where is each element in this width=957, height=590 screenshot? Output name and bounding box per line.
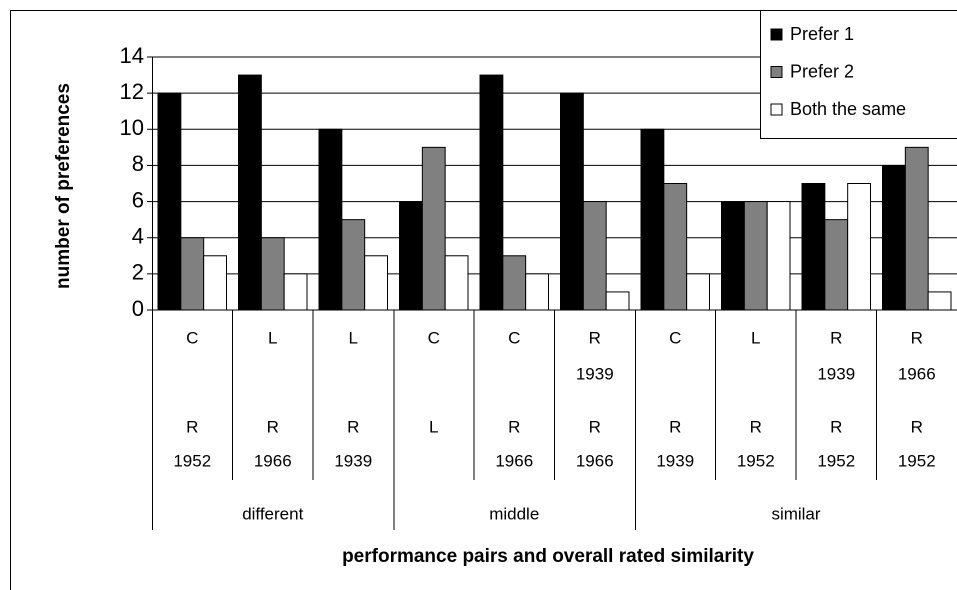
bar bbox=[663, 183, 688, 311]
x-tick-label: R bbox=[347, 417, 359, 436]
bar bbox=[560, 92, 584, 311]
x-tick-label: R bbox=[830, 417, 842, 436]
x-tick-label: R bbox=[589, 417, 601, 436]
bar bbox=[203, 255, 228, 311]
bar bbox=[502, 255, 527, 311]
bar bbox=[904, 146, 929, 311]
group-label: different bbox=[242, 504, 303, 523]
x-tick-label: 1966 bbox=[254, 451, 292, 470]
bar bbox=[260, 237, 285, 311]
x-tick-label: R bbox=[508, 417, 520, 436]
bar bbox=[399, 201, 423, 311]
bar bbox=[640, 128, 665, 311]
bar bbox=[364, 255, 388, 311]
x-tick-label: R bbox=[267, 417, 279, 436]
legend-label: Prefer 1 bbox=[790, 24, 854, 44]
bar bbox=[721, 201, 745, 311]
bar bbox=[479, 74, 504, 311]
x-tick-label: 1952 bbox=[737, 451, 775, 470]
y-tick-label: 0 bbox=[132, 296, 144, 321]
bar bbox=[766, 201, 791, 311]
x-tick-label: 1939 bbox=[656, 451, 694, 470]
x-axis-title: performance pairs and overall rated simi… bbox=[342, 546, 754, 567]
bar bbox=[444, 255, 469, 311]
bar bbox=[743, 201, 768, 311]
bar bbox=[421, 146, 446, 311]
bar bbox=[927, 291, 952, 311]
bar bbox=[801, 183, 826, 311]
bar bbox=[157, 92, 182, 311]
x-tick-label: R bbox=[186, 417, 198, 436]
bar bbox=[238, 74, 262, 311]
legend-swatch bbox=[770, 66, 783, 78]
x-tick-label: C bbox=[508, 328, 520, 347]
x-tick-label: R bbox=[830, 328, 842, 347]
y-tick-label: 6 bbox=[132, 187, 144, 212]
bar bbox=[686, 273, 711, 311]
x-tick-label: 1966 bbox=[495, 451, 533, 470]
x-tick-label: L bbox=[751, 328, 760, 347]
bar bbox=[847, 183, 872, 311]
x-tick-label: 1952 bbox=[817, 451, 855, 470]
bar bbox=[318, 128, 343, 311]
bar bbox=[824, 219, 849, 311]
x-tick-label: L bbox=[349, 328, 358, 347]
legend-label: Prefer 2 bbox=[790, 61, 854, 81]
x-tick-label: 1966 bbox=[576, 451, 614, 470]
y-tick-label: 14 bbox=[120, 43, 144, 68]
y-tick-label: 12 bbox=[120, 79, 144, 104]
x-tick-label: C bbox=[428, 328, 440, 347]
bar bbox=[582, 201, 607, 311]
y-tick-label: 8 bbox=[132, 151, 144, 176]
x-tick-label: 1939 bbox=[576, 364, 614, 383]
y-tick-label: 2 bbox=[132, 260, 144, 285]
x-tick-label: R bbox=[750, 417, 762, 436]
bar bbox=[525, 273, 550, 311]
x-tick-label: R bbox=[669, 417, 681, 436]
legend-label: Both the same bbox=[790, 99, 906, 119]
y-axis-title: number of preferences bbox=[53, 83, 74, 289]
group-label: middle bbox=[489, 504, 539, 523]
group-label: similar bbox=[771, 504, 820, 523]
legend-swatch bbox=[770, 103, 783, 116]
x-tick-label: R bbox=[911, 328, 923, 347]
legend: Prefer 1 Prefer 2 Both the same bbox=[770, 24, 906, 119]
x-tick-label: R bbox=[589, 328, 601, 347]
y-tick-label: 10 bbox=[120, 115, 144, 140]
x-tick-label: C bbox=[186, 328, 198, 347]
x-tick-label: R bbox=[911, 417, 923, 436]
x-tick-label: 1939 bbox=[817, 364, 855, 383]
x-tick-label: 1966 bbox=[898, 364, 936, 383]
plot: 0 2 4 6 8 10 12 14 C R 1952 L R 1966 L R 1939 different C L… bbox=[120, 43, 957, 530]
x-tick-label: 1952 bbox=[173, 451, 211, 470]
bar bbox=[283, 273, 308, 311]
bar bbox=[605, 291, 630, 311]
y-tick-label: 4 bbox=[132, 224, 144, 249]
x-tick-label: C bbox=[669, 328, 681, 347]
bar bbox=[882, 164, 906, 311]
bar bbox=[341, 219, 366, 311]
x-tick-label: L bbox=[429, 417, 438, 436]
legend-box bbox=[760, 10, 957, 139]
x-tick-label: 1952 bbox=[898, 451, 936, 470]
bar bbox=[180, 237, 205, 311]
x-tick-label: L bbox=[268, 328, 277, 347]
legend-swatch bbox=[770, 28, 783, 41]
x-tick-label: 1939 bbox=[334, 451, 372, 470]
